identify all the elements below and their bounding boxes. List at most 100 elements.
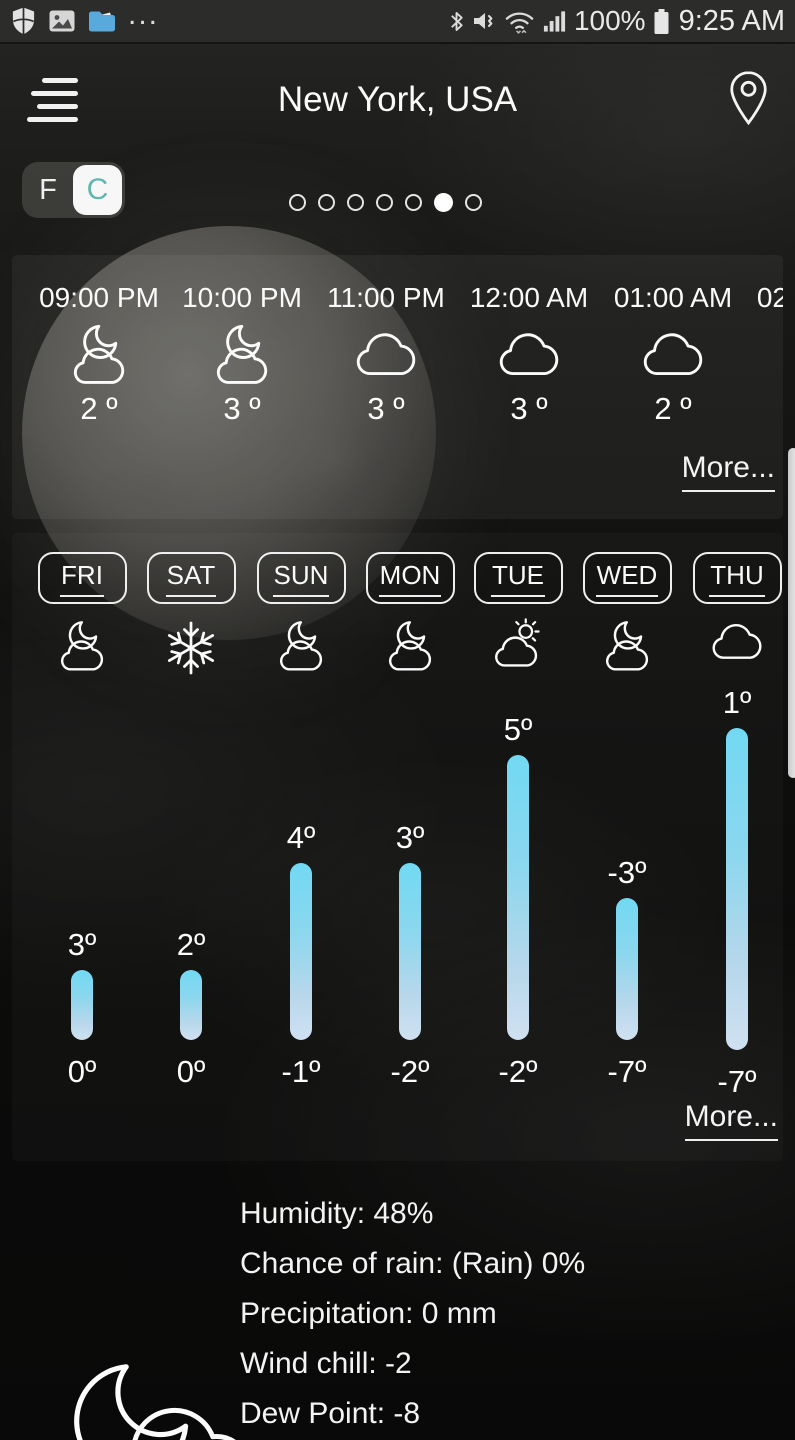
page-dot[interactable] (376, 194, 393, 211)
day-chip-label: FRI (60, 560, 104, 597)
status-right-icons: 100% 9:25 AM (448, 5, 785, 38)
daily-low-label: -1º (281, 1054, 321, 1089)
page-dot[interactable] (289, 194, 306, 211)
hourly-temp-label: 3 º (510, 391, 548, 426)
daily-low-label: 0º (176, 1054, 206, 1089)
hourly-icon-box (746, 319, 783, 389)
overflow-ellipsis: ... (128, 0, 160, 31)
cloud-icon (492, 325, 566, 383)
temperature-bar (399, 863, 421, 1040)
day-chip-thu[interactable]: THU (692, 552, 782, 604)
hourly-time-label: 09:00 PM (39, 282, 159, 313)
temperature-bar (180, 970, 202, 1040)
daily-high-label: 1º (722, 685, 752, 720)
page-dot[interactable] (347, 194, 364, 211)
cloud-icon (636, 325, 710, 383)
hourly-icon-box (172, 319, 312, 389)
hamburger-menu-icon[interactable] (27, 78, 78, 122)
moon-cloud-icon (596, 617, 658, 673)
bluetooth-icon (448, 8, 465, 35)
day-chip-label: TUE (491, 560, 545, 597)
hourly-column: 01:00 AM 2 º (603, 255, 743, 427)
moon-cloud-icon (205, 320, 279, 387)
scrollbar-thumb[interactable] (788, 448, 795, 778)
daily-icon-box (379, 617, 441, 673)
gallery-icon (48, 7, 76, 35)
mute-icon (472, 8, 497, 34)
hourly-column: 10:00 PM 3 º (172, 255, 312, 427)
detail-precipitation: Precipitation: 0 mm (240, 1297, 497, 1330)
signal-icon (542, 8, 567, 34)
day-chip-label: SAT (165, 560, 217, 597)
hourly-temp-label: 2 º (80, 391, 118, 426)
daily-low-label: -7º (717, 1064, 757, 1099)
clock-time: 9:25 AM (678, 4, 785, 37)
detail-humidity: Humidity: 48% (240, 1197, 434, 1230)
day-chip-tue[interactable]: TUE (473, 552, 563, 604)
location-pin-icon[interactable] (726, 71, 771, 125)
hourly-time-label: 02:00 AM (756, 282, 783, 313)
day-chip-fri[interactable]: FRI (37, 552, 127, 604)
page-dot[interactable] (465, 194, 482, 211)
temperature-bar (71, 970, 93, 1040)
page-dot-active[interactable] (434, 193, 453, 212)
hourly-forecast-card: 09:00 PM 2 º 10:00 PM 3 º 11:00 PM 3 º 12:00 A… (12, 255, 783, 519)
temperature-bar (726, 728, 748, 1050)
unit-celsius-button[interactable]: C (73, 165, 122, 215)
unit-toggle[interactable]: F C (22, 162, 125, 218)
cloud-icon (349, 325, 423, 383)
daily-high-label: -3º (607, 855, 647, 890)
hourly-icon-box (316, 319, 456, 389)
day-chip-label: SUN (272, 560, 330, 597)
day-chip-mon[interactable]: MON (365, 552, 455, 604)
unit-fahrenheit-button[interactable]: F (39, 173, 57, 206)
daily-forecast-card: FRI 3º 0º SAT 2º 0º SUN 4º -1º MON 3º -2º TUE 5º -2º WE… (12, 533, 783, 1161)
status-left-icons: ... (10, 0, 160, 36)
hourly-temp-label: 2 º (746, 391, 783, 427)
hourly-column: 12:00 AM 3 º (459, 255, 599, 427)
detail-chance-of-rain: Chance of rain: (Rain) 0% (240, 1247, 586, 1280)
hourly-more-link[interactable]: More... (681, 451, 775, 492)
daily-icon-box (596, 617, 658, 673)
day-chip-sun[interactable]: SUN (256, 552, 346, 604)
moon-cloud-icon (270, 617, 332, 673)
hourly-icon-box (603, 319, 743, 389)
day-chip-label: MON (378, 560, 442, 597)
hourly-column: 11:00 PM 3 º (316, 255, 456, 427)
day-chip-sat[interactable]: SAT (146, 552, 236, 604)
hourly-temp-label: 3 º (223, 391, 261, 426)
daily-low-label: -7º (607, 1054, 647, 1089)
daily-low-label: -2º (390, 1054, 430, 1089)
daily-high-label: 3º (395, 820, 425, 855)
daily-icon-box (270, 617, 332, 673)
detail-wind-chill: Wind chill: -2 (240, 1347, 412, 1380)
daily-low-label: -2º (498, 1054, 538, 1089)
temperature-bar (507, 755, 529, 1040)
detail-dew-point: Dew Point: -8 (240, 1397, 421, 1430)
battery-icon (653, 8, 670, 35)
battery-percent: 100% (573, 5, 646, 36)
daily-high-label: 5º (503, 712, 533, 747)
day-chip-label: THU (709, 560, 765, 597)
daily-more-link[interactable]: More... (684, 1100, 778, 1141)
daily-icon-box (706, 617, 768, 665)
page-dot[interactable] (318, 194, 335, 211)
hourly-time-label: 10:00 PM (182, 282, 302, 313)
hourly-time-label: 01:00 AM (613, 282, 733, 313)
hourly-time-label: 11:00 PM (327, 282, 445, 313)
hourly-icon-box (29, 319, 169, 389)
hourly-temp-label: 3 º (367, 391, 405, 426)
moon-cloud-icon (51, 617, 113, 673)
daily-high-label: 3º (67, 927, 97, 962)
folder-icon (87, 8, 117, 34)
moon-cloud-icon (12, 1340, 272, 1440)
daily-icon-box (487, 617, 549, 669)
moon-cloud-icon (379, 617, 441, 673)
cloud-icon (779, 325, 783, 383)
page-dot[interactable] (405, 194, 422, 211)
day-chip-wed[interactable]: WED (582, 552, 672, 604)
hourly-temp-label: 2 º (654, 391, 692, 426)
page-dots (289, 193, 482, 212)
cloud-icon (706, 617, 768, 665)
